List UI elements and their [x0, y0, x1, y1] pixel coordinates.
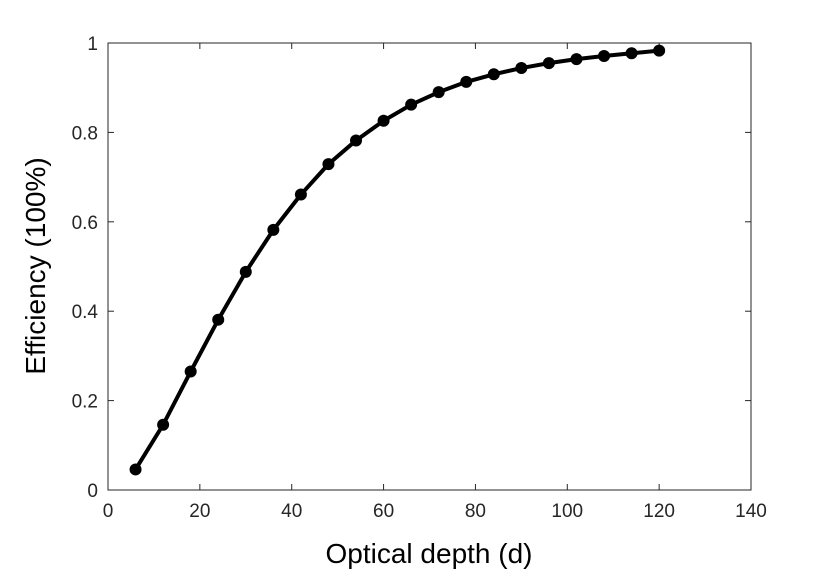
y-tick-label: 0.8: [72, 123, 98, 144]
data-point: [542, 57, 555, 70]
data-point: [405, 98, 418, 111]
x-tick-label: 60: [373, 501, 394, 522]
y-tick-label: 0: [87, 481, 98, 502]
y-tick-label: 0.2: [72, 392, 98, 413]
y-tick-label: 0.4: [72, 302, 99, 323]
data-point: [267, 223, 280, 236]
data-point: [294, 188, 307, 201]
plot-area-border: [107, 42, 752, 491]
data-point: [487, 68, 500, 81]
data-point: [322, 158, 335, 171]
data-point: [129, 463, 142, 476]
y-tick-label: 1: [87, 34, 98, 55]
data-point: [212, 313, 225, 326]
data-point: [157, 418, 170, 431]
data-point: [653, 44, 666, 57]
data-point: [239, 265, 252, 278]
y-tick-label: 0.6: [72, 213, 98, 234]
data-point: [570, 53, 583, 66]
data-point: [515, 62, 528, 75]
x-tick-label: 100: [551, 501, 583, 522]
y-axis-title: Efficiency (100%): [20, 157, 51, 374]
x-axis-ticks: 0 20 40 60 80 100 120 140: [103, 43, 767, 522]
x-tick-label: 120: [643, 501, 675, 522]
x-tick-label: 80: [465, 501, 486, 522]
data-point: [598, 49, 611, 62]
data-point: [625, 47, 638, 60]
data-point: [432, 86, 445, 99]
data-point: [350, 134, 363, 147]
plot-frame: [107, 42, 752, 491]
x-tick-label: 40: [281, 501, 302, 522]
y-axis-ticks: 0 0.2 0.4 0.6 0.8 1: [72, 34, 751, 502]
data-point: [460, 75, 473, 88]
x-tick-label: 0: [103, 501, 114, 522]
x-tick-label: 20: [189, 501, 210, 522]
x-tick-label: 140: [735, 501, 767, 522]
series-group: [129, 44, 666, 476]
data-point: [377, 114, 390, 127]
x-axis-title: Optical depth (d): [326, 538, 533, 569]
data-point: [184, 365, 197, 378]
